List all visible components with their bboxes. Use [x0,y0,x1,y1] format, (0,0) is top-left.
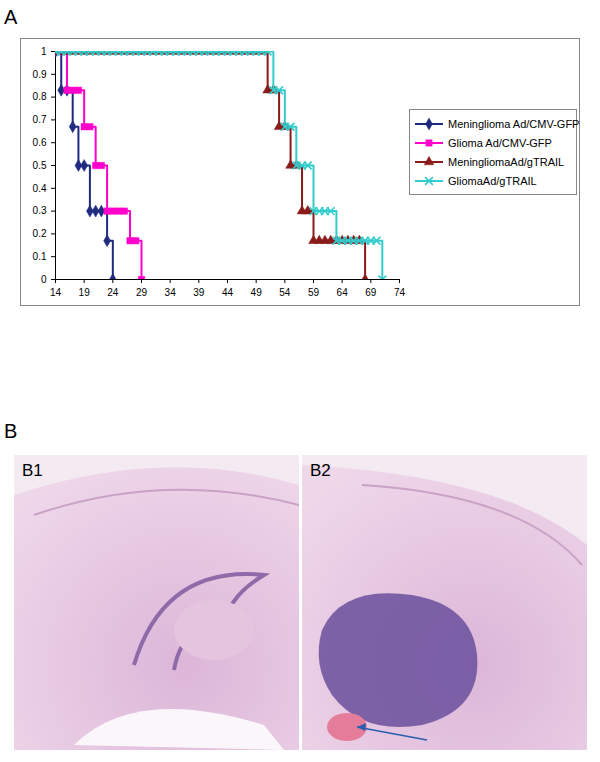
html-text:MeningliomaAd/gTRAIL: MeningliomaAd/gTRAIL [448,155,565,168]
svg-text:39: 39 [193,287,205,298]
svg-text:0.6: 0.6 [33,137,47,148]
html-text:B2: B2 [310,461,331,480]
svg-text:19: 19 [79,287,91,298]
svg-text:64: 64 [337,287,349,298]
svg-text:54: 54 [279,287,291,298]
html-text:Glioma Ad/CMV-GFP: Glioma Ad/CMV-GFP [448,136,552,149]
svg-text:69: 69 [365,287,377,298]
html-text:GliomaAd/gTRAIL: GliomaAd/gTRAIL [448,174,537,187]
svg-text:24: 24 [107,287,119,298]
svg-text:0: 0 [41,274,47,285]
html-text:B: B [4,420,18,442]
html-text:Meninglioma Ad/CMV-GFP: Meninglioma Ad/CMV-GFP [448,117,580,130]
svg-text:0.5: 0.5 [33,160,47,171]
svg-text:74: 74 [394,287,406,298]
svg-text:1: 1 [41,46,47,57]
svg-text:44: 44 [222,287,234,298]
svg-text:0.7: 0.7 [33,114,47,125]
html-text:B1: B1 [22,461,43,480]
svg-text:0.1: 0.1 [33,251,47,262]
svg-text:34: 34 [165,287,177,298]
svg-text:0.9: 0.9 [33,69,47,80]
svg-text:0.3: 0.3 [33,205,47,216]
html-text:A: A [4,6,18,28]
svg-text:0.2: 0.2 [33,228,47,239]
svg-text:49: 49 [251,287,263,298]
svg-text:0.4: 0.4 [33,183,47,194]
svg-text:14: 14 [50,287,62,298]
svg-text:0.8: 0.8 [33,91,47,102]
svg-text:29: 29 [136,287,148,298]
svg-text:59: 59 [308,287,320,298]
